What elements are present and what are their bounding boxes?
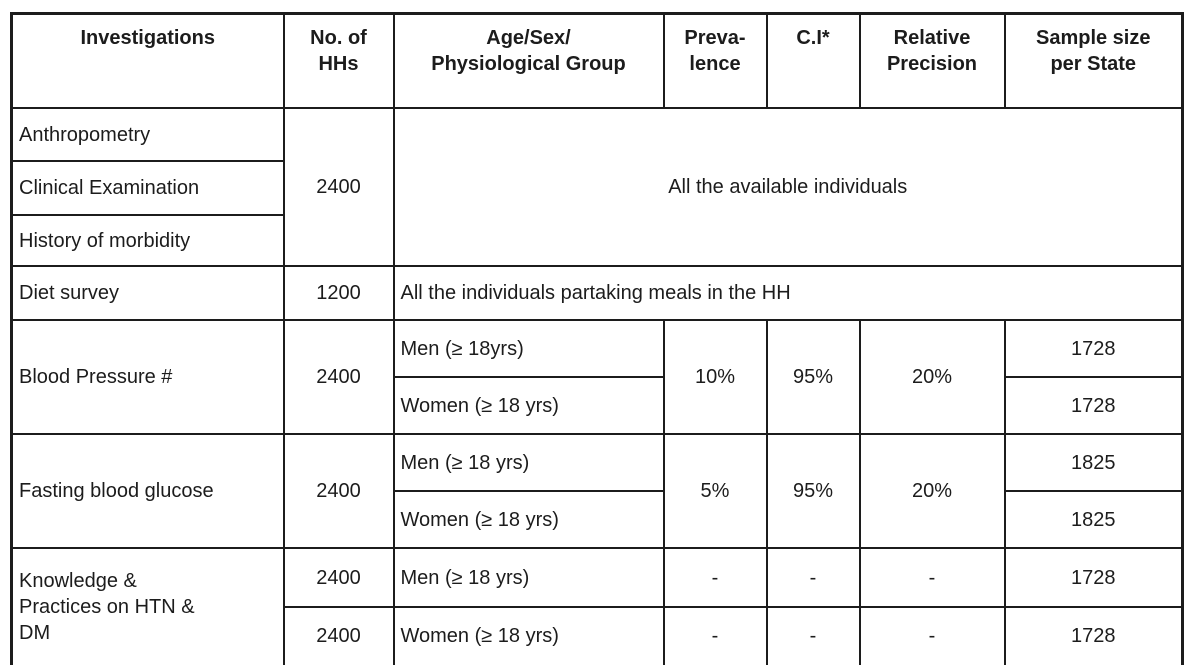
investigation-cell: Blood Pressure # xyxy=(10,319,285,435)
hhs-count-cell: 2400 xyxy=(282,107,395,267)
investigation-cell: Clinical Examination xyxy=(10,160,285,216)
relative-precision-cell: - xyxy=(858,547,1006,608)
sample-size-cell: 1728 xyxy=(1003,547,1184,608)
sample-size-cell: 1728 xyxy=(1003,319,1184,378)
investigation-cell: Fasting blood glucose xyxy=(10,433,285,549)
row-clinical-examination: Clinical Examination xyxy=(10,160,1183,216)
ci-cell: - xyxy=(765,606,861,665)
age-sex-group-cell: Men (≥ 18yrs) xyxy=(392,319,665,378)
sampling-design-table: Investigations No. of HHs Age/Sex/ Physi… xyxy=(10,12,1184,665)
row-fasting-glucose-men: Fasting blood glucose 2400 Men (≥ 18 yrs… xyxy=(10,433,1184,549)
sample-size-cell: 1825 xyxy=(1003,433,1184,492)
row-knowledge-practices-men: Knowledge & Practices on HTN & DM 2400 M… xyxy=(10,547,1184,665)
row-history-of-morbidity: History of morbidity xyxy=(10,214,1183,267)
merged-note-cell: All the individuals partaking meals in t… xyxy=(392,265,1184,321)
age-sex-group-cell: Men (≥ 18 yrs) xyxy=(392,547,665,608)
row-diet-survey: Diet survey 1200 All the individuals par… xyxy=(10,265,1184,321)
hhs-count-cell: 2400 xyxy=(282,433,395,549)
relative-precision-cell: - xyxy=(858,606,1006,665)
row-fasting-glucose-women: Women (≥ 18 yrs) 1825 xyxy=(12,490,1184,549)
col-header-sample-size: Sample size per State xyxy=(1003,12,1184,109)
prevalence-cell: - xyxy=(662,547,768,608)
age-sex-group-cell: Men (≥ 18 yrs) xyxy=(392,433,665,492)
prevalence-cell: 5% xyxy=(662,433,768,549)
sample-size-cell: 1728 xyxy=(1003,376,1184,435)
prevalence-cell: 10% xyxy=(662,319,768,435)
investigation-cell: History of morbidity xyxy=(10,214,285,267)
col-header-investigations: Investigations xyxy=(10,12,285,109)
ci-cell: 95% xyxy=(765,433,861,549)
row-blood-pressure-women: Women (≥ 18 yrs) 1728 xyxy=(12,376,1184,435)
hhs-count-cell: 2400 xyxy=(282,319,395,435)
header-row: Investigations No. of HHs Age/Sex/ Physi… xyxy=(10,12,1184,109)
col-header-prevalence: Preva- lence xyxy=(662,12,768,109)
row-knowledge-practices-women: 2400 Women (≥ 18 yrs) - - - 1728 xyxy=(12,606,1184,665)
col-header-relative-precision: Relative Precision xyxy=(858,12,1006,109)
col-header-age-sex-group: Age/Sex/ Physiological Group xyxy=(392,12,665,109)
col-header-no-of-hhs: No. of HHs xyxy=(282,12,395,109)
investigation-cell: Knowledge & Practices on HTN & DM xyxy=(10,547,285,665)
ci-cell: - xyxy=(765,547,861,608)
hhs-count-cell: 2400 xyxy=(282,547,395,608)
age-sex-group-cell: Women (≥ 18 yrs) xyxy=(392,490,665,549)
row-blood-pressure-men: Blood Pressure # 2400 Men (≥ 18yrs) 10% … xyxy=(10,319,1184,435)
sample-size-cell: 1825 xyxy=(1003,490,1184,549)
investigation-cell: Diet survey xyxy=(10,265,285,321)
col-header-ci: C.I* xyxy=(765,12,861,109)
relative-precision-cell: 20% xyxy=(858,319,1006,435)
relative-precision-cell: 20% xyxy=(858,433,1006,549)
sample-size-cell: 1728 xyxy=(1003,606,1184,665)
age-sex-group-cell: Women (≥ 18 yrs) xyxy=(392,376,665,435)
prevalence-cell: - xyxy=(662,606,768,665)
merged-note-cell: All the available individuals xyxy=(392,107,1184,267)
hhs-count-cell: 1200 xyxy=(282,265,395,321)
age-sex-group-cell: Women (≥ 18 yrs) xyxy=(392,606,665,665)
ci-cell: 95% xyxy=(765,319,861,435)
hhs-count-cell: 2400 xyxy=(282,606,395,665)
row-anthropometry: Anthropometry 2400 All the available ind… xyxy=(10,107,1184,267)
investigation-cell: Anthropometry xyxy=(10,107,285,162)
